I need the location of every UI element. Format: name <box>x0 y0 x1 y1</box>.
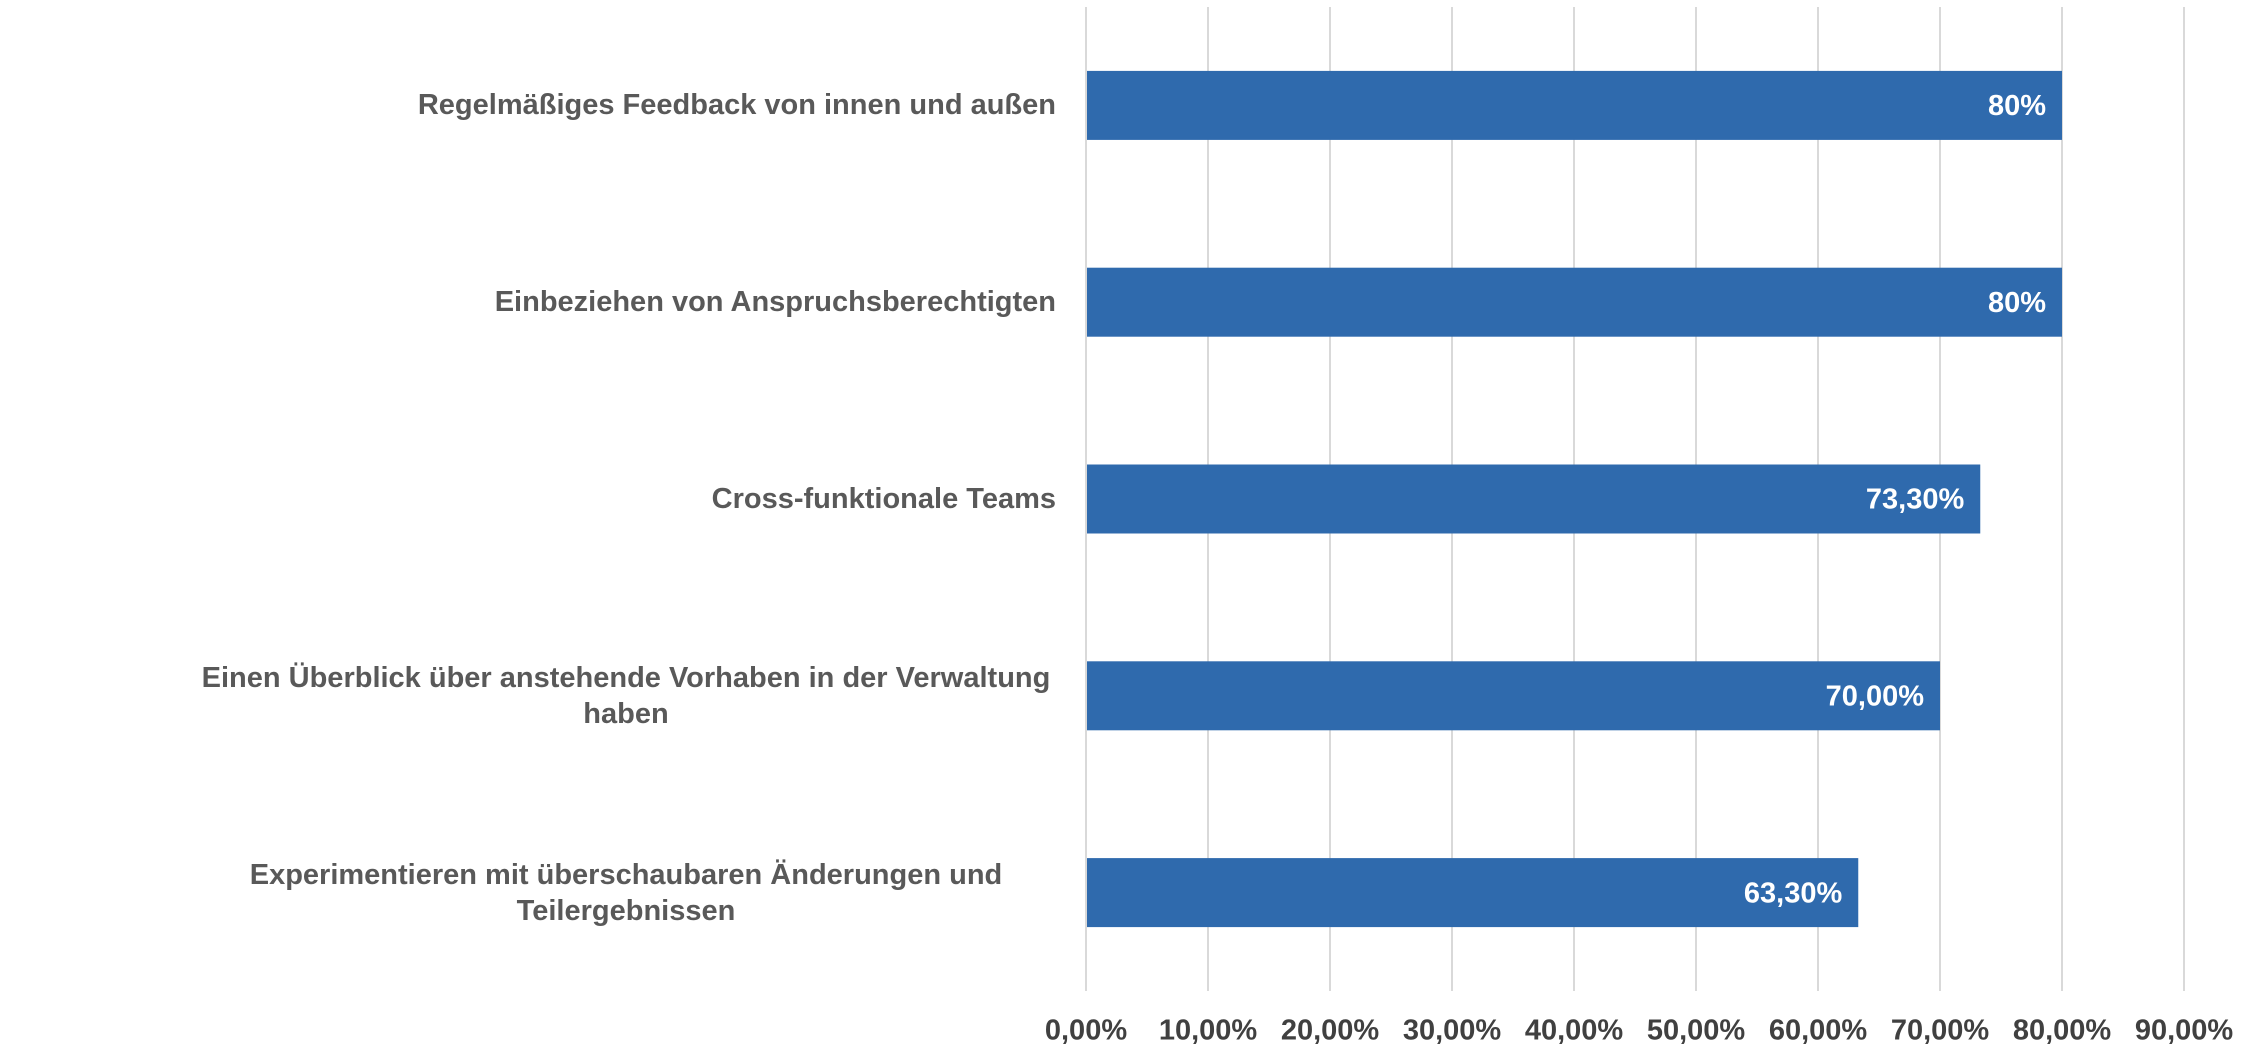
bar <box>1086 267 2062 337</box>
x-tick-label: 90,00% <box>2135 1015 2234 1047</box>
x-tick-label: 70,00% <box>1891 1015 1990 1047</box>
bar <box>1086 464 1981 534</box>
y-tick-label: Einbeziehen von Anspruchsberechtigten <box>494 286 1056 319</box>
data-label: 80% <box>1988 287 2046 319</box>
bar <box>1086 70 2062 140</box>
y-tick-label: Einen Überblick über anstehende Vorhaben… <box>201 661 1051 730</box>
data-label: 80% <box>1988 90 2046 122</box>
data-label: 70,00% <box>1826 680 1925 712</box>
x-tick-label: 50,00% <box>1647 1015 1746 1047</box>
x-tick-label: 0,00% <box>1045 1015 1127 1047</box>
x-tick-label: 30,00% <box>1403 1015 1502 1047</box>
x-tick-label: 60,00% <box>1769 1015 1868 1047</box>
x-tick-label: 20,00% <box>1281 1015 1380 1047</box>
data-label: 63,30% <box>1744 877 1843 909</box>
bar <box>1086 858 1859 928</box>
data-label: 73,30% <box>1866 484 1965 516</box>
x-tick-label: 80,00% <box>2013 1015 2112 1047</box>
x-tick-label: 40,00% <box>1525 1015 1624 1047</box>
x-tick-label: 10,00% <box>1159 1015 1258 1047</box>
y-tick-label: Regelmäßiges Feedback von innen und auße… <box>417 89 1056 122</box>
bar <box>1086 661 1940 731</box>
y-tick-label: Cross-funktionale Teams <box>711 483 1056 515</box>
y-tick-label: Experimentieren mit überschaubaren Änder… <box>249 858 1003 927</box>
